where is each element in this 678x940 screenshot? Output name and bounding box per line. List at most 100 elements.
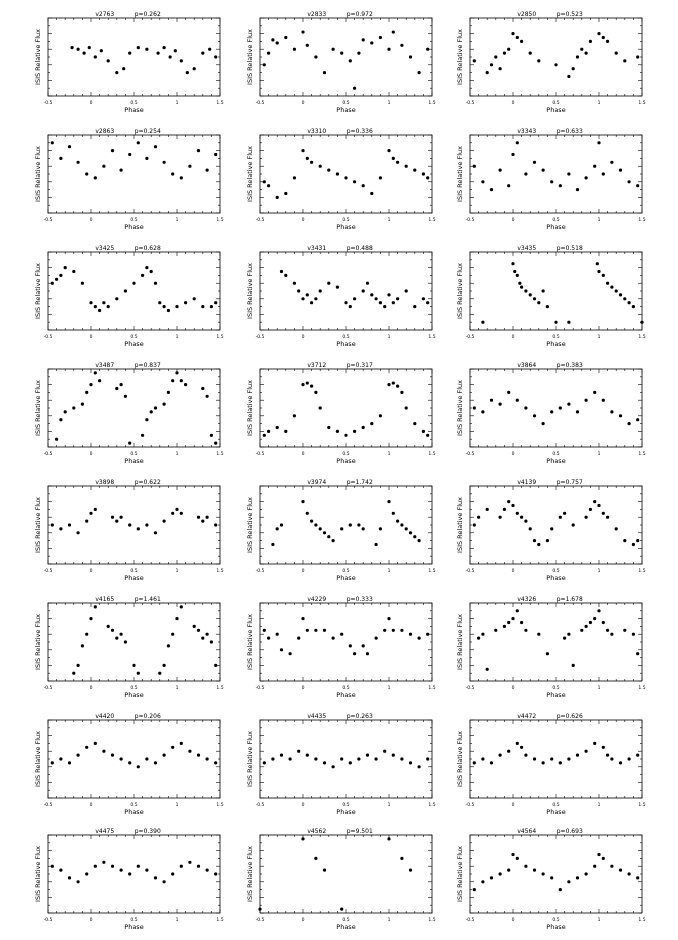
- data-point: [511, 852, 515, 857]
- data-point: [292, 281, 296, 285]
- x-tick-label: 0.5: [342, 802, 349, 808]
- data-point: [322, 761, 327, 765]
- x-tick-label: 1: [176, 451, 179, 457]
- data-point: [162, 160, 166, 164]
- panel-title: v4139: [517, 479, 536, 486]
- data-point: [271, 757, 275, 761]
- x-tick-label: 0.5: [130, 217, 137, 223]
- x-tick-label: 1.5: [428, 100, 435, 106]
- panel-title: v3435: [517, 245, 536, 252]
- phase-panel-v4165: -0.5 0 0.5 1 1.5 Phase ISIS Relative Flux v4165…: [34, 596, 224, 699]
- data-point: [314, 55, 318, 59]
- data-point: [595, 262, 599, 266]
- data-point: [102, 749, 106, 753]
- data-point: [110, 864, 115, 868]
- data-point: [301, 30, 305, 34]
- data-point: [305, 628, 309, 632]
- data-point: [115, 71, 119, 75]
- data-point: [214, 152, 218, 157]
- data-point: [601, 398, 605, 402]
- data-point: [123, 394, 127, 398]
- data-point: [185, 71, 189, 75]
- data-point: [119, 168, 123, 172]
- x-tick-label: 1: [598, 217, 601, 223]
- data-point: [322, 531, 327, 535]
- data-point: [348, 523, 352, 527]
- x-tick-label: 0: [302, 917, 305, 923]
- data-point: [580, 628, 584, 632]
- y-axis-label: ISIS Relative Flux: [246, 846, 254, 902]
- data-point: [301, 297, 305, 301]
- x-tick-label: 1.5: [216, 451, 223, 457]
- data-point: [72, 406, 76, 410]
- data-point: [214, 55, 218, 59]
- data-point: [593, 617, 597, 621]
- x-tick-label: 0: [302, 568, 305, 574]
- data-point: [327, 535, 331, 539]
- data-point: [593, 390, 597, 394]
- data-point: [93, 371, 97, 375]
- data-point: [348, 761, 352, 765]
- data-point: [400, 628, 404, 632]
- data-point: [387, 837, 391, 841]
- panel-frame: [47, 602, 221, 682]
- data-point: [627, 180, 631, 184]
- x-tick-label: -0.5: [44, 334, 53, 340]
- data-point: [353, 652, 357, 656]
- data-point: [515, 609, 519, 613]
- data-point: [511, 31, 515, 36]
- x-tick-label: 0.5: [342, 685, 349, 691]
- x-tick-label: 1.5: [428, 802, 435, 808]
- x-tick-label: 1: [176, 217, 179, 223]
- data-point: [314, 628, 318, 632]
- y-axis-label: ISIS Relative Flux: [456, 614, 464, 670]
- data-point: [188, 860, 192, 864]
- data-point: [571, 67, 575, 71]
- panel-title: v3898: [95, 479, 114, 486]
- x-tick-label: 0.5: [552, 917, 559, 923]
- data-point: [119, 515, 123, 519]
- data-point: [322, 71, 327, 75]
- data-point: [472, 888, 476, 892]
- data-point: [636, 652, 640, 656]
- data-point: [335, 172, 339, 176]
- panel-title: v4472: [517, 713, 536, 720]
- x-tick-label: -0.5: [466, 451, 475, 457]
- data-point: [106, 305, 110, 309]
- x-tick-label: 0.5: [342, 917, 349, 923]
- data-point: [301, 383, 305, 387]
- data-point: [205, 394, 209, 398]
- data-point: [196, 628, 201, 632]
- data-point: [404, 164, 408, 168]
- data-point: [426, 757, 430, 761]
- data-point: [123, 289, 127, 293]
- data-point: [477, 515, 481, 519]
- data-point: [76, 531, 80, 535]
- panel-period: p=1.461: [135, 596, 161, 603]
- x-axis-label: Phase: [336, 457, 355, 465]
- data-point: [214, 523, 218, 527]
- data-point: [128, 441, 132, 445]
- data-point: [558, 184, 562, 188]
- phase-panel-v4475: -0.5 0 0.5 1 1.5 Phase ISIS Relative Flux v4475…: [34, 828, 224, 931]
- data-point: [374, 297, 378, 301]
- x-tick-label: -0.5: [44, 100, 53, 106]
- data-point: [601, 620, 605, 625]
- data-point: [110, 628, 115, 632]
- data-point: [537, 301, 541, 305]
- data-point: [301, 500, 305, 504]
- x-tick-label: 1.5: [428, 451, 435, 457]
- x-tick-label: 0: [512, 802, 515, 808]
- data-point: [318, 164, 322, 168]
- data-point: [141, 433, 145, 437]
- panel-period: p=0.383: [557, 362, 583, 369]
- x-tick-label: 1: [388, 685, 391, 691]
- x-axis-label: Phase: [336, 574, 355, 582]
- data-point: [110, 753, 115, 757]
- x-tick-label: 0: [302, 100, 305, 106]
- y-axis-label: ISIS Relative Flux: [456, 29, 464, 85]
- data-point: [601, 511, 605, 515]
- data-point: [353, 180, 357, 184]
- data-point: [370, 293, 374, 297]
- data-point: [396, 160, 400, 164]
